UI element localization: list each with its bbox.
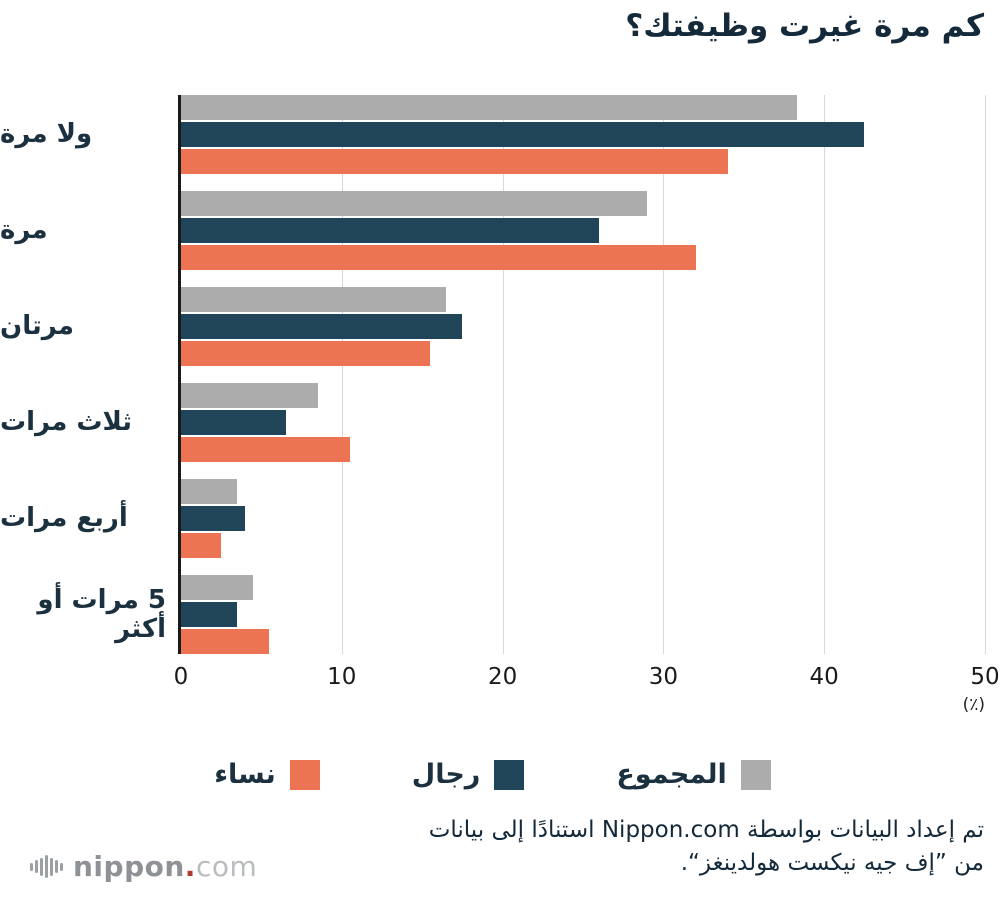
bar-total — [181, 383, 318, 408]
bar-women — [181, 437, 350, 462]
brand-wordmark: nippon.com — [73, 850, 257, 883]
chart-title: كم مرة غيرت وظيفتك؟ — [625, 8, 984, 44]
x-tick-label: 20 — [487, 664, 518, 690]
gridline — [341, 95, 343, 654]
source-line-1: تم إعداد البيانات بواسطة Nippon.com استن… — [428, 817, 984, 843]
bar-men — [181, 314, 463, 339]
x-tick-label: 30 — [648, 664, 679, 690]
gridline — [663, 95, 665, 654]
bar-total — [181, 575, 254, 600]
bar-group — [181, 383, 985, 462]
brand-dot: . — [184, 850, 196, 883]
legend-item-total: المجموع — [616, 759, 771, 790]
category-label: ولا مرة — [0, 119, 93, 150]
legend-label: رجال — [411, 759, 481, 790]
soundwave-icon — [30, 855, 63, 878]
category-labels: ولا مرة مرة مرتان ثلاث مرات أربع مرات 5 مرات … — [0, 95, 178, 654]
chart-body: ولا مرة مرة مرتان ثلاث مرات أربع مرات 5 مرات … — [0, 95, 986, 654]
x-tick-label: 50 — [970, 664, 1000, 690]
bar-men — [181, 122, 865, 147]
x-tick-label: 0 — [173, 664, 189, 690]
bar-women — [181, 245, 696, 270]
gridline — [985, 95, 986, 654]
bar-total — [181, 479, 238, 504]
x-tick-label: 40 — [809, 664, 839, 690]
bar-chart: ولا مرة مرة مرتان ثلاث مرات أربع مرات 5 مرات … — [0, 95, 1000, 790]
gridline — [824, 95, 826, 654]
bar-group — [181, 575, 985, 654]
unit-label: (٪) — [962, 695, 985, 715]
bar-men — [181, 506, 246, 531]
category-label: مرة — [0, 215, 48, 246]
brand-name: nippon — [73, 850, 185, 883]
x-tick-label: 10 — [327, 664, 357, 690]
category-label: أربع مرات — [0, 503, 128, 534]
legend-item-men: رجال — [412, 759, 525, 790]
category-label: مرتان — [0, 311, 74, 342]
bar-men — [181, 602, 238, 627]
legend-swatch — [494, 759, 525, 790]
category-label: 5 مرات أو أكثر — [37, 584, 166, 644]
bar-total — [181, 287, 447, 312]
legend-label: نساء — [214, 759, 276, 790]
bar-group — [181, 95, 985, 174]
category-label: ثلاث مرات — [0, 407, 132, 438]
bar-total — [181, 95, 797, 120]
bar-men — [181, 410, 286, 435]
bar-women — [181, 149, 728, 174]
x-axis: 0 10 20 30 40 50 — [174, 664, 1000, 694]
legend-item-women: نساء — [214, 759, 320, 790]
source-note: تم إعداد البيانات بواسطة Nippon.com استن… — [429, 814, 984, 879]
legend-swatch — [289, 759, 320, 790]
nippon-logo: nippon.com — [30, 850, 257, 883]
bar-women — [181, 629, 270, 654]
plot-area — [178, 95, 986, 654]
brand-tld: com — [195, 850, 258, 883]
gridline — [502, 95, 504, 654]
source-line-2: من ”إف جيه نيكست هولدينغز“. — [680, 849, 984, 876]
bar-men — [181, 218, 600, 243]
legend-label: المجموع — [616, 759, 727, 790]
bar-women — [181, 533, 222, 558]
legend-swatch — [740, 759, 771, 790]
bar-women — [181, 341, 431, 366]
bar-group — [181, 191, 985, 270]
bar-total — [181, 191, 648, 216]
bar-group — [181, 287, 985, 366]
legend: المجموع رجال نساء — [0, 759, 985, 790]
bar-group — [181, 479, 985, 558]
